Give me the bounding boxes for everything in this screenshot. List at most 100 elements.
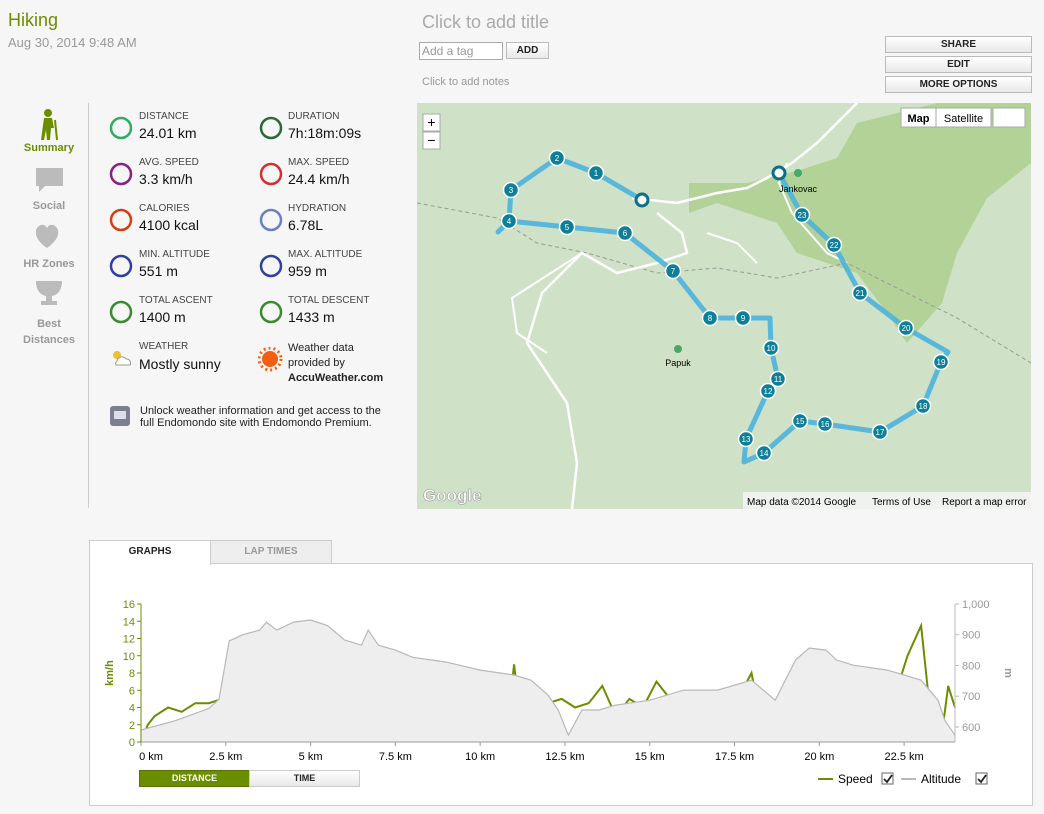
map-terms[interactable]: Terms of Use bbox=[872, 497, 931, 508]
zoom-in[interactable] bbox=[422, 113, 441, 132]
map-attribution: Map data ©2014 Google bbox=[747, 497, 857, 508]
km-marker bbox=[616, 224, 634, 242]
weather-provider[interactable]: AccuWeather.com bbox=[288, 372, 384, 384]
share-button[interactable]: SHARE bbox=[885, 36, 1032, 53]
x-tick-label: 15 km bbox=[635, 751, 665, 763]
tab-lap-times[interactable]: LAP TIMES bbox=[210, 540, 332, 564]
nav-summary[interactable]: Summary bbox=[23, 142, 75, 154]
km-marker-label: 14 bbox=[760, 449, 769, 458]
place-label: Papuk bbox=[665, 358, 691, 368]
nav-best-distances[interactable]: Best Distances bbox=[23, 318, 75, 346]
km-marker bbox=[816, 415, 834, 433]
x-tick-label: 22.5 km bbox=[885, 751, 924, 763]
km-marker bbox=[548, 149, 566, 167]
nav-social[interactable]: Social bbox=[32, 200, 66, 212]
km-marker-label: 8 bbox=[708, 314, 713, 323]
tab-graphs[interactable]: GRAPHS bbox=[89, 540, 211, 565]
divider bbox=[88, 103, 89, 508]
km-marker bbox=[851, 284, 869, 302]
stat-value: 551 m bbox=[139, 263, 178, 279]
stat-value: 6.78L bbox=[288, 217, 324, 233]
zoom-in-label[interactable]: + bbox=[427, 114, 435, 130]
stat-value: 24.01 km bbox=[139, 125, 197, 141]
stat-label: AVG. SPEED bbox=[139, 157, 199, 168]
km-marker-label: 16 bbox=[821, 420, 830, 429]
km-marker-label: 18 bbox=[919, 402, 928, 411]
x-tick-label: 12.5 km bbox=[545, 751, 584, 763]
legend-checkbox[interactable] bbox=[881, 772, 894, 785]
km-marker bbox=[755, 444, 773, 462]
fullscreen[interactable] bbox=[992, 107, 1026, 128]
stat-icon-shape bbox=[259, 254, 283, 278]
y2-tick-label: 800 bbox=[962, 660, 980, 672]
y-tick-label: 4 bbox=[129, 703, 135, 715]
stat-value: 1433 m bbox=[288, 309, 335, 325]
stat-value: 24.4 km/h bbox=[288, 171, 350, 187]
stat-label: MAX. SPEED bbox=[288, 157, 350, 168]
x-tick-label: 7.5 km bbox=[379, 751, 412, 763]
map-type-satellite[interactable] bbox=[935, 107, 992, 128]
stat-value: 3.3 km/h bbox=[139, 171, 193, 187]
km-marker bbox=[793, 206, 811, 224]
toggle-time[interactable]: TIME bbox=[249, 770, 360, 787]
nav-hr-zones[interactable]: HR Zones bbox=[23, 258, 75, 270]
y2-tick-label: 1,000 bbox=[962, 599, 990, 611]
title-input[interactable]: Click to add title bbox=[422, 12, 550, 32]
y-tick-label: 16 bbox=[123, 599, 135, 611]
promo-text: Unlock weather information and get acces… bbox=[140, 405, 381, 429]
y2-tick-label: 900 bbox=[962, 630, 980, 642]
km-marker-label: 19 bbox=[937, 358, 946, 367]
y-tick-label: 12 bbox=[123, 634, 135, 646]
map-type-label[interactable]: Map bbox=[908, 113, 930, 125]
chart: 0 2 4 6 8 10 12 14 16 600 700 800 900 1,000 0 km 2.5 km… bbox=[104, 599, 1014, 786]
legend-checkbox[interactable] bbox=[975, 772, 988, 785]
km-marker-label: 10 bbox=[767, 344, 776, 353]
legend-check[interactable] bbox=[977, 774, 987, 784]
legend-check[interactable] bbox=[883, 774, 893, 784]
y-tick-label: 8 bbox=[129, 668, 135, 680]
x-tick-label: 5 km bbox=[299, 751, 323, 763]
map-report[interactable]: Report a map error bbox=[942, 497, 1027, 508]
y-tick-label: 2 bbox=[129, 720, 135, 732]
km-marker-label: 13 bbox=[742, 435, 751, 444]
notes-input[interactable]: Click to add notes bbox=[422, 76, 510, 88]
promo-icon bbox=[110, 406, 130, 426]
tag-input[interactable]: Add a tag bbox=[419, 42, 503, 60]
route-start bbox=[634, 192, 650, 208]
km-marker bbox=[558, 218, 576, 236]
add-button[interactable]: ADD bbox=[506, 42, 549, 59]
km-marker bbox=[932, 353, 950, 371]
km-marker bbox=[502, 181, 520, 199]
nav-icons bbox=[36, 109, 63, 305]
km-marker bbox=[914, 397, 932, 415]
stat-icon bbox=[259, 116, 283, 140]
km-marker-label: 17 bbox=[876, 428, 885, 437]
toggle-distance[interactable]: DISTANCE bbox=[139, 770, 250, 787]
km-marker bbox=[791, 412, 809, 430]
km-marker-label: 20 bbox=[902, 324, 911, 333]
weather-icon bbox=[113, 351, 132, 366]
km-marker bbox=[871, 423, 889, 441]
edit-button[interactable]: EDIT bbox=[885, 56, 1032, 73]
km-marker bbox=[734, 309, 752, 327]
zoom-out-label[interactable]: − bbox=[427, 132, 435, 148]
stat-label: CALORIES bbox=[139, 203, 190, 214]
km-marker-label: 22 bbox=[830, 241, 839, 250]
km-marker bbox=[897, 319, 915, 337]
x-tick-label: 20 km bbox=[804, 751, 834, 763]
km-marker bbox=[587, 164, 605, 182]
y2-tick-label: 700 bbox=[962, 691, 980, 703]
km-marker bbox=[664, 262, 682, 280]
more-options-button[interactable]: MORE OPTIONS bbox=[885, 76, 1032, 93]
map-type-label[interactable]: Satellite bbox=[944, 113, 983, 125]
stat-icon bbox=[259, 254, 283, 278]
km-marker-label: 12 bbox=[764, 387, 773, 396]
x-tick-label: 0 km bbox=[139, 751, 163, 763]
stat-label: DISTANCE bbox=[139, 111, 189, 122]
stat-icon-shape bbox=[109, 116, 133, 140]
zoom-out[interactable] bbox=[422, 131, 441, 150]
stat-value: 7h:18m:09s bbox=[288, 125, 362, 141]
